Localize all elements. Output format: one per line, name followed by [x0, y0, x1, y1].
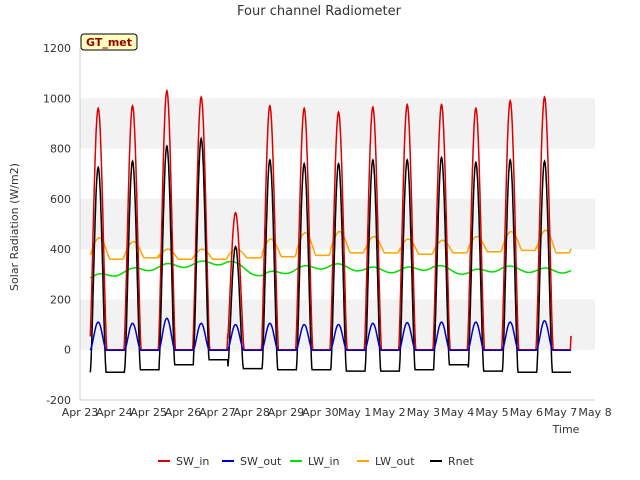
y-tick-label: -200 [46, 394, 71, 407]
series-rnet-line [89, 136, 571, 374]
chart-title: Four channel Radiometer [237, 4, 402, 19]
x-tick-label: May 3 [407, 406, 440, 419]
x-tick-label: Apr 27 [199, 406, 236, 419]
y-tick-label: 800 [50, 143, 71, 156]
series-lines [89, 88, 572, 374]
series-lw-out-line [89, 229, 572, 260]
x-tick-label: Apr 30 [302, 406, 339, 419]
x-tick-label: May 1 [338, 406, 371, 419]
x-tick-label: May 8 [578, 406, 611, 419]
x-tick-label: Apr 23 [62, 406, 99, 419]
series-lw-in-line [89, 260, 572, 279]
y-tick-label: 0 [64, 344, 71, 357]
y-tick-labels: -200 0 200 400 600 800 1000 1200 [43, 42, 71, 407]
x-tick-label: May 5 [475, 406, 508, 419]
y-tick-label: 200 [50, 293, 71, 306]
x-tick-label: May 7 [544, 406, 577, 419]
y-tick-label: 400 [50, 243, 71, 256]
y-axis-label: Solar Radiation (W/m2) [8, 163, 21, 291]
y-tick-label: 1200 [43, 42, 71, 55]
legend-label-sw-in: SW_in [176, 455, 209, 468]
x-tick-label: Apr 28 [233, 406, 270, 419]
x-tick-label: Apr 25 [130, 406, 167, 419]
station-badge-label: GT_met [86, 36, 132, 49]
station-badge-box [80, 33, 138, 51]
x-tick-label: Apr 29 [268, 406, 305, 419]
grid-band [80, 198, 595, 250]
x-tick-label: Apr 26 [165, 406, 202, 419]
legend: SW_in SW_out LW_in LW_out Rnet [158, 455, 474, 468]
series-sw-out-line [89, 317, 571, 351]
station-badge: GT_met [80, 33, 138, 51]
x-tick-label: May 4 [441, 406, 474, 419]
legend-label-rnet: Rnet [448, 455, 474, 468]
legend-label-lw-out: LW_out [375, 455, 415, 468]
legend-label-sw-out: SW_out [240, 455, 282, 468]
x-tick-label: Apr 24 [96, 406, 133, 419]
y-tick-label: 1000 [43, 92, 71, 105]
x-axis-label: Time [552, 423, 580, 436]
legend-label-lw-in: LW_in [308, 455, 340, 468]
x-tick-label: May 6 [510, 406, 543, 419]
x-tick-label: May 2 [372, 406, 405, 419]
y-tick-label: 600 [50, 193, 71, 206]
